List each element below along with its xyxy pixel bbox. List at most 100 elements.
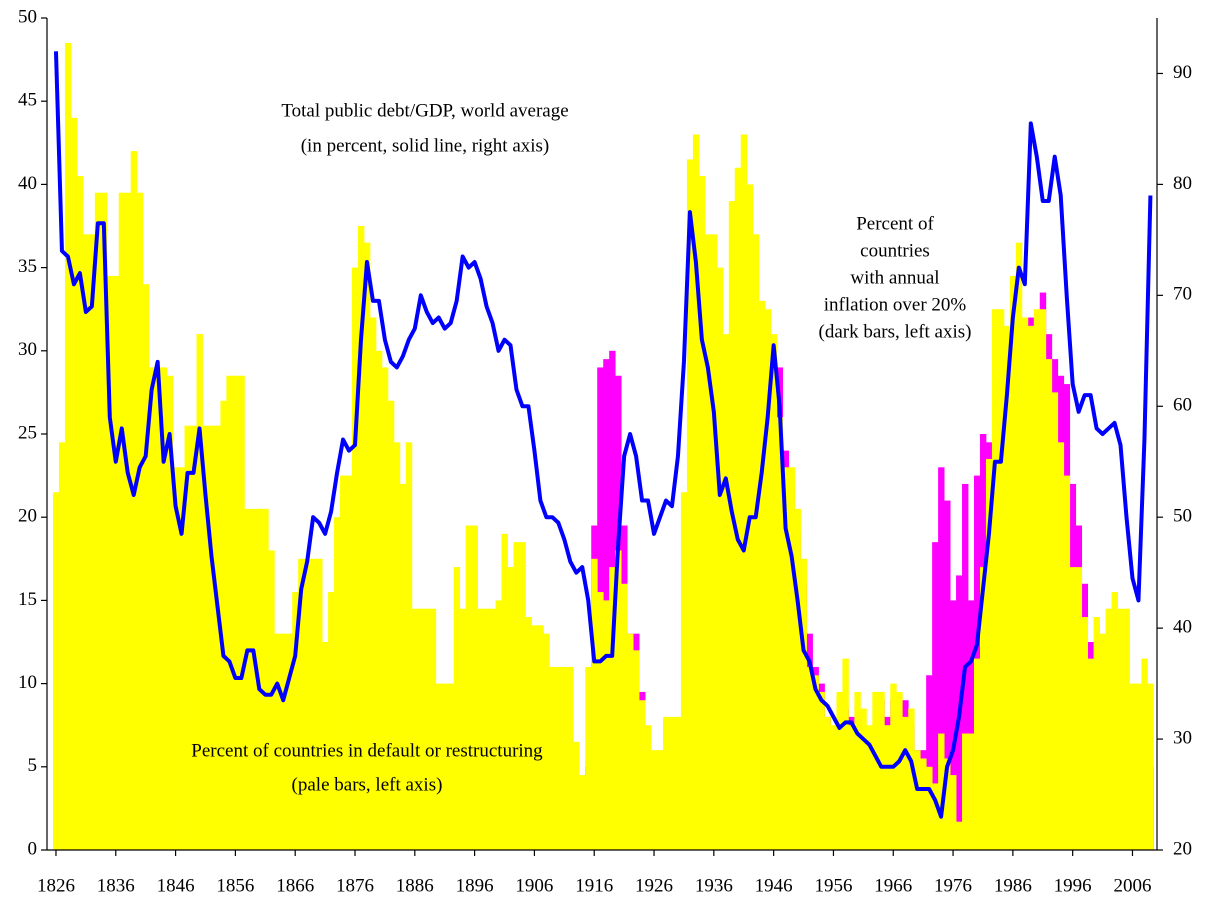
bar bbox=[758, 300, 766, 850]
bar bbox=[722, 334, 730, 850]
bar bbox=[645, 725, 652, 850]
x-tick-label: 1966 bbox=[874, 875, 912, 896]
bar bbox=[1129, 683, 1136, 850]
bar bbox=[561, 666, 568, 850]
bar bbox=[148, 367, 156, 850]
bar bbox=[956, 821, 963, 850]
annotation: countries bbox=[860, 240, 930, 261]
bar bbox=[465, 525, 473, 850]
bar bbox=[1063, 475, 1071, 850]
bar bbox=[304, 558, 311, 850]
bar bbox=[692, 134, 700, 851]
bar bbox=[399, 483, 407, 850]
x-tick-label: 1896 bbox=[456, 875, 494, 896]
bar bbox=[627, 633, 634, 850]
bar bbox=[453, 567, 461, 850]
annotation: with annual bbox=[850, 267, 939, 288]
bar bbox=[938, 467, 945, 850]
bar bbox=[1117, 608, 1124, 850]
annotation: Percent of bbox=[856, 213, 934, 234]
bar bbox=[991, 309, 999, 850]
bar bbox=[226, 375, 233, 850]
bar bbox=[926, 766, 933, 850]
y-tick-label: 0 bbox=[28, 838, 38, 859]
bar bbox=[76, 176, 84, 850]
bar bbox=[112, 275, 120, 850]
bar bbox=[579, 775, 586, 850]
bar bbox=[878, 691, 885, 850]
bar bbox=[591, 558, 598, 850]
bar bbox=[160, 367, 168, 850]
bar bbox=[298, 558, 305, 850]
bar bbox=[64, 42, 72, 850]
bar bbox=[609, 567, 616, 850]
bar bbox=[633, 650, 640, 850]
bar bbox=[381, 367, 389, 850]
annotation: (in percent, solid line, right axis) bbox=[301, 135, 550, 156]
bar bbox=[1015, 242, 1023, 850]
bar bbox=[908, 708, 915, 850]
annotation: Percent of countries in default or restr… bbox=[191, 740, 543, 761]
bar bbox=[118, 192, 126, 851]
bar bbox=[268, 550, 275, 850]
x-tick-label: 1886 bbox=[396, 875, 434, 896]
bar bbox=[1087, 658, 1095, 850]
bar bbox=[459, 608, 467, 850]
bar bbox=[357, 226, 365, 850]
bar bbox=[435, 683, 443, 850]
bar bbox=[680, 492, 688, 850]
bar bbox=[310, 558, 317, 850]
bar bbox=[513, 542, 520, 850]
bar bbox=[316, 558, 323, 850]
bar bbox=[728, 201, 736, 851]
bar bbox=[220, 400, 227, 850]
bar bbox=[639, 700, 646, 850]
annotation: Total public debt/GDP, world average bbox=[281, 100, 568, 121]
bar bbox=[346, 475, 353, 850]
y2-tick-label: 40 bbox=[1173, 616, 1192, 637]
bar bbox=[950, 600, 957, 850]
bar bbox=[328, 592, 335, 850]
bar bbox=[543, 633, 550, 850]
bar bbox=[764, 309, 772, 850]
bar bbox=[740, 134, 748, 851]
y-tick-label: 30 bbox=[18, 339, 37, 360]
bar bbox=[292, 592, 299, 850]
y2-tick-label: 30 bbox=[1173, 727, 1192, 748]
bar bbox=[710, 234, 718, 850]
bar bbox=[519, 542, 526, 850]
bar bbox=[968, 733, 975, 850]
bar bbox=[674, 716, 682, 850]
bar bbox=[495, 600, 502, 850]
bar bbox=[686, 159, 694, 850]
bar bbox=[794, 508, 801, 850]
x-tick-label: 1946 bbox=[755, 875, 793, 896]
y2-tick-label: 20 bbox=[1173, 838, 1192, 859]
bar bbox=[471, 525, 479, 850]
annotation: inflation over 20% bbox=[824, 294, 967, 315]
bar bbox=[286, 633, 293, 850]
bar bbox=[58, 442, 66, 850]
bar bbox=[70, 117, 78, 851]
bar bbox=[704, 234, 712, 850]
bar bbox=[860, 708, 867, 850]
bar bbox=[214, 425, 221, 850]
bar bbox=[603, 600, 610, 850]
bar bbox=[932, 542, 939, 850]
x-tick-label: 1866 bbox=[276, 875, 314, 896]
bar bbox=[393, 442, 401, 850]
y2-tick-label: 60 bbox=[1173, 395, 1192, 416]
bar bbox=[244, 508, 251, 850]
bar bbox=[387, 400, 395, 850]
bar bbox=[178, 467, 185, 850]
bar bbox=[597, 592, 604, 850]
annotation: (pale bars, left axis) bbox=[292, 774, 443, 795]
bar bbox=[507, 567, 514, 850]
bar bbox=[651, 750, 658, 850]
bar bbox=[142, 284, 150, 850]
bar bbox=[166, 375, 173, 850]
bar bbox=[1057, 442, 1065, 850]
bar bbox=[698, 176, 706, 850]
bar bbox=[788, 467, 795, 850]
